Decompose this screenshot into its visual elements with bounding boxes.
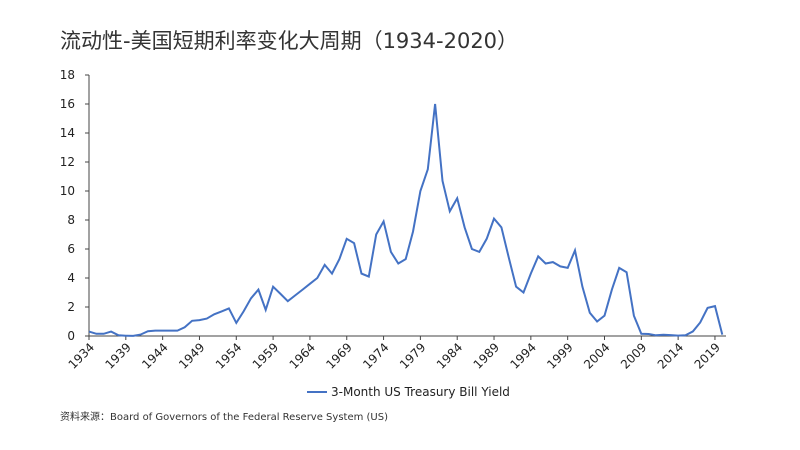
- y-tick-label: 10: [60, 184, 75, 198]
- x-tick-label: 1969: [323, 340, 354, 371]
- y-tick-label: 4: [67, 271, 75, 285]
- y-tick-label: 6: [67, 242, 75, 256]
- x-tick-label: 1984: [434, 340, 465, 371]
- chart-title: 流动性-美国短期利率变化大周期（1934-2020）: [60, 29, 518, 53]
- x-tick-label: 2019: [692, 340, 723, 371]
- x-tick-label: 1939: [102, 340, 133, 371]
- x-tick-label: 1954: [213, 340, 244, 371]
- y-tick-label: 0: [67, 329, 75, 343]
- y-tick-label: 14: [60, 126, 75, 140]
- x-tick-label: 1989: [471, 340, 502, 371]
- y-tick-label: 12: [60, 155, 75, 169]
- x-tick-label: 1944: [139, 340, 170, 371]
- y-tick-label: 16: [60, 97, 75, 111]
- x-tick-label: 2009: [618, 340, 649, 371]
- x-tick-label: 2004: [581, 340, 612, 371]
- y-tick-label: 2: [67, 300, 75, 314]
- x-tick-label: 1964: [287, 340, 318, 371]
- x-tick-label: 1934: [66, 340, 97, 371]
- x-tick-label: 1994: [507, 340, 538, 371]
- x-tick-label: 1999: [544, 340, 575, 371]
- x-tick-label: 2014: [655, 340, 686, 371]
- x-tick-label: 1974: [360, 340, 391, 371]
- x-tick-label: 1979: [397, 340, 428, 371]
- x-tick-label: 1949: [176, 340, 207, 371]
- y-tick-label: 8: [67, 213, 75, 227]
- source-note: 资料来源：Board of Governors of the Federal R…: [60, 410, 388, 423]
- legend-label: 3-Month US Treasury Bill Yield: [331, 385, 510, 399]
- y-tick-label: 18: [60, 68, 75, 82]
- line-series: [88, 103, 724, 337]
- x-tick-label: 1959: [250, 340, 281, 371]
